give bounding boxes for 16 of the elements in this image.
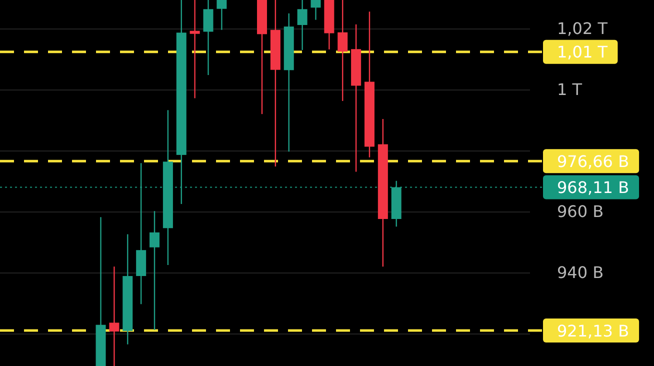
candlestick bbox=[150, 210, 160, 331]
ref-line-label: 968,11 B bbox=[557, 178, 630, 197]
candlestick bbox=[297, 0, 308, 51]
ref-line-label: 921,13 B bbox=[557, 321, 630, 340]
candlestick bbox=[338, 0, 348, 102]
y-tick-label: 1 T bbox=[557, 80, 582, 100]
candlestick bbox=[216, 0, 227, 30]
ref-line-label: 1,01 T bbox=[557, 42, 608, 62]
y-tick-label: 960 B bbox=[557, 202, 604, 222]
candlestick bbox=[190, 0, 200, 99]
y-tick-label: 940 B bbox=[557, 263, 604, 282]
y-tick-label: 1,02 T bbox=[557, 19, 608, 38]
candlestick bbox=[109, 266, 120, 366]
candlestick bbox=[310, 0, 321, 20]
candlestick bbox=[203, 0, 214, 76]
ref-line-label: 976,66 B bbox=[557, 152, 630, 171]
